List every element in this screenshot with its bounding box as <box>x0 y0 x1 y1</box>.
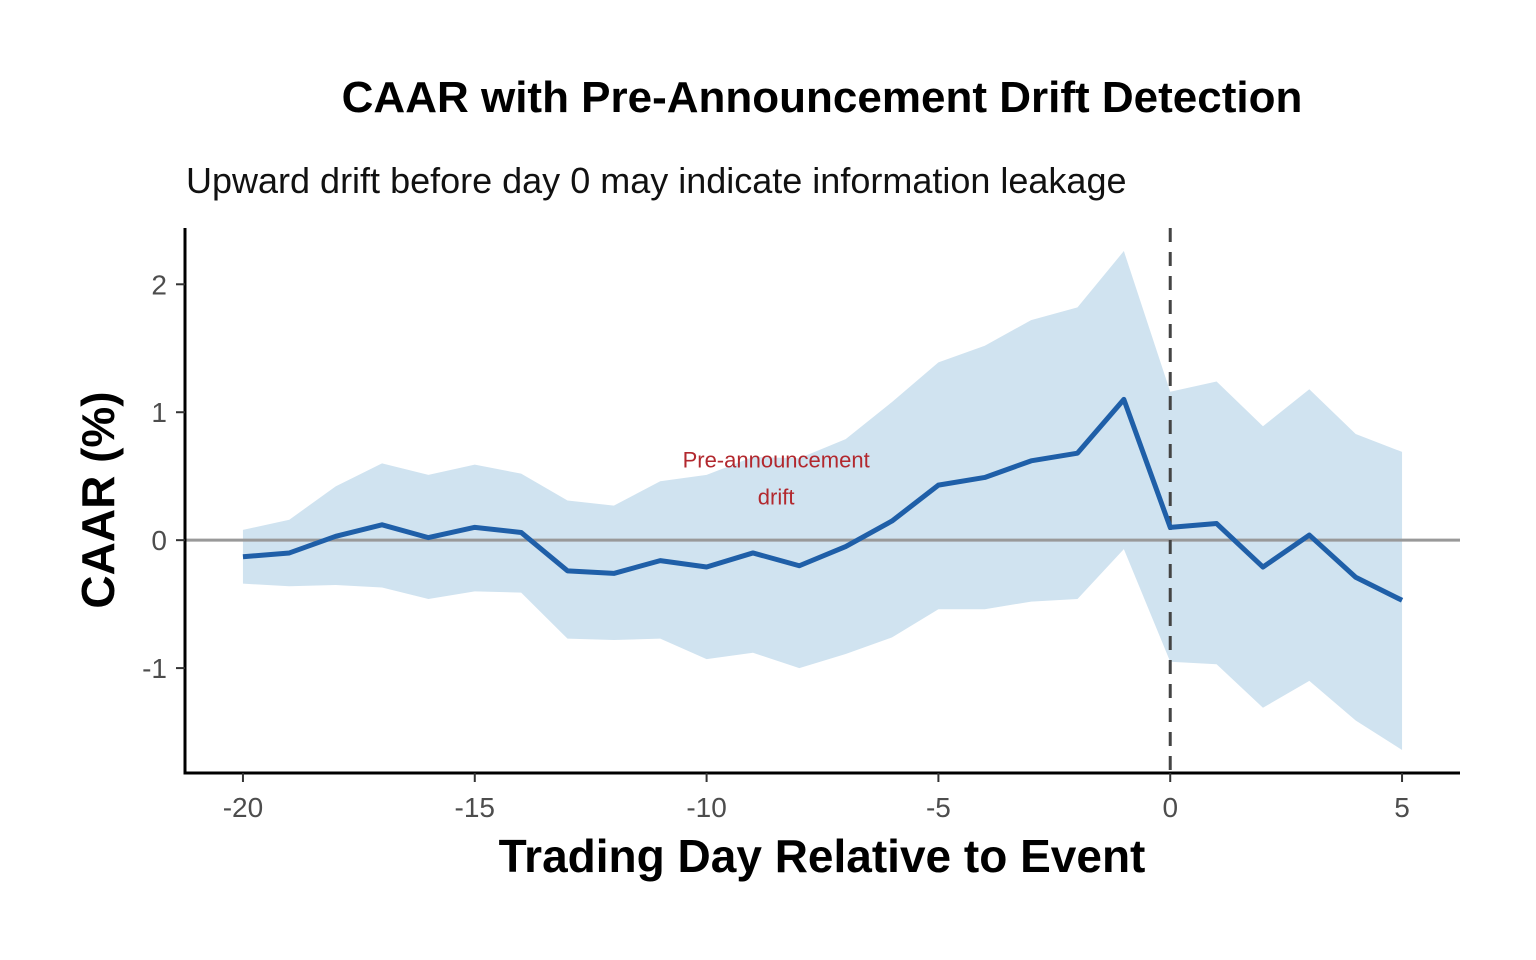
x-tick-label: -10 <box>686 792 726 823</box>
y-tick-label: -1 <box>142 653 167 684</box>
y-tick-label: 1 <box>151 397 167 428</box>
x-tick-label: 5 <box>1394 792 1410 823</box>
y-axis-label: CAAR (%) <box>72 391 124 608</box>
x-tick-label: -20 <box>223 792 263 823</box>
x-axis-label: Trading Day Relative to Event <box>499 830 1146 882</box>
x-tick-label: 0 <box>1162 792 1178 823</box>
x-tick-label: -15 <box>455 792 495 823</box>
chart-title: CAAR with Pre-Announcement Drift Detecti… <box>342 73 1303 122</box>
y-tick-label: 2 <box>151 269 167 300</box>
series-line-caar <box>242 396 1404 603</box>
y-tick-label: 0 <box>151 525 167 556</box>
confidence-band <box>242 251 1403 750</box>
chart-subtitle: Upward drift before day 0 may indicate i… <box>186 160 1127 201</box>
annotation-text: Pre-announcement <box>683 448 870 473</box>
annotation-text: drift <box>758 485 795 510</box>
x-tick-label: -5 <box>926 792 951 823</box>
